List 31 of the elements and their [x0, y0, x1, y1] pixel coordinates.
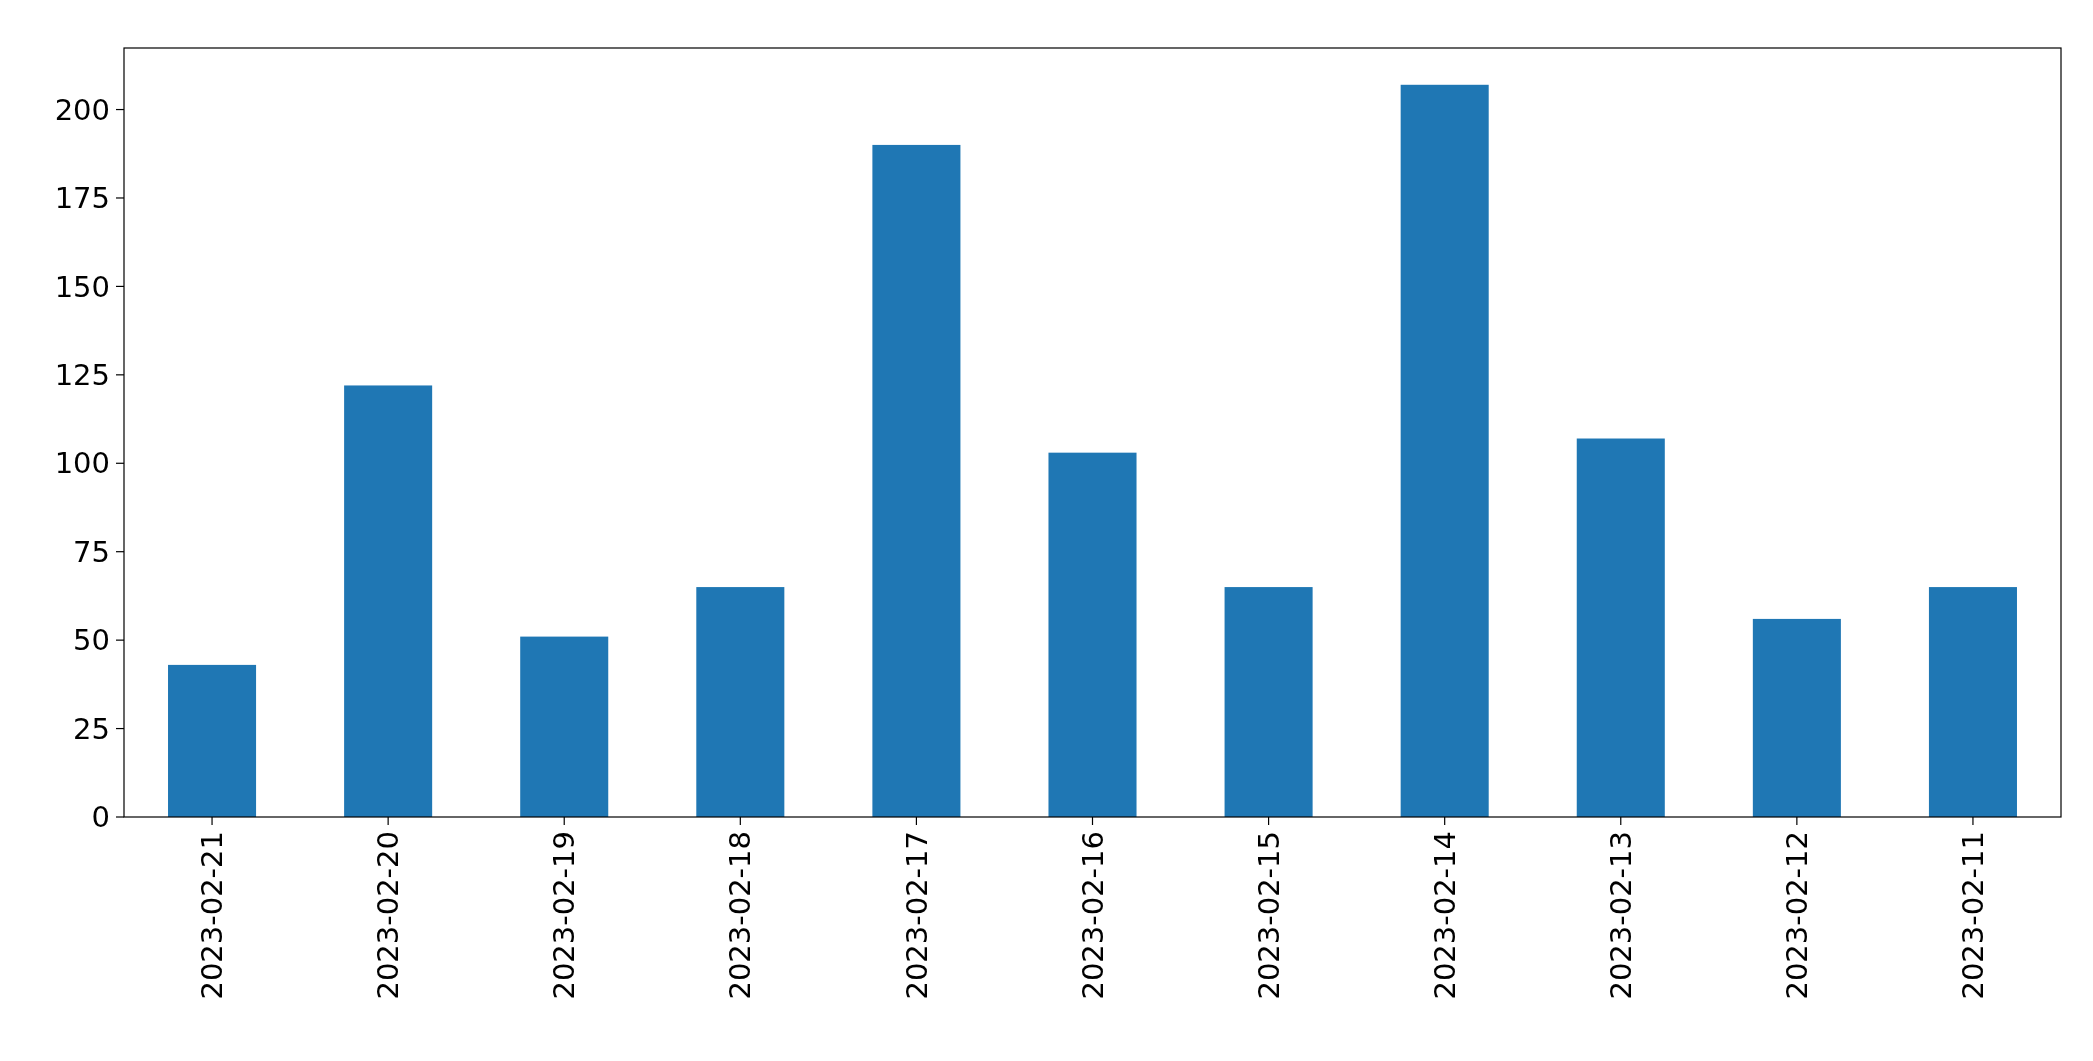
bar: [872, 144, 961, 817]
bar: [1928, 587, 2017, 817]
y-tick-label: 200: [54, 92, 110, 127]
x-tick-label: 2023-02-21: [195, 831, 230, 1000]
bar: [696, 587, 785, 817]
y-tick-label: 150: [54, 269, 110, 304]
bar: [520, 636, 609, 817]
x-tick-label: 2023-02-13: [1603, 831, 1638, 1000]
x-tick-label: 2023-02-14: [1427, 831, 1462, 1000]
x-tick-label: 2023-02-11: [1956, 831, 1991, 1000]
y-tick-label: 75: [73, 534, 110, 569]
bar: [344, 385, 433, 817]
x-tick-label: 2023-02-19: [547, 831, 582, 1000]
bar: [1224, 587, 1313, 817]
x-tick-label: 2023-02-12: [1780, 831, 1815, 1000]
x-tick-label: 2023-02-16: [1075, 831, 1110, 1000]
y-tick-label: 175: [54, 181, 110, 216]
bar: [1576, 438, 1665, 817]
bar: [1048, 452, 1137, 817]
y-tick-label: 25: [73, 711, 110, 746]
x-tick-label: 2023-02-18: [723, 831, 758, 1000]
x-tick-label: 2023-02-15: [1251, 831, 1286, 1000]
bar: [1400, 84, 1489, 817]
y-tick-label: 50: [73, 623, 110, 658]
x-tick-label: 2023-02-17: [899, 831, 934, 1000]
bar: [1752, 618, 1841, 817]
y-tick-label: 0: [91, 800, 110, 835]
bar: [168, 664, 257, 817]
x-tick-label: 2023-02-20: [371, 831, 406, 1000]
y-tick-label: 100: [54, 446, 110, 481]
y-tick-label: 125: [54, 357, 110, 392]
